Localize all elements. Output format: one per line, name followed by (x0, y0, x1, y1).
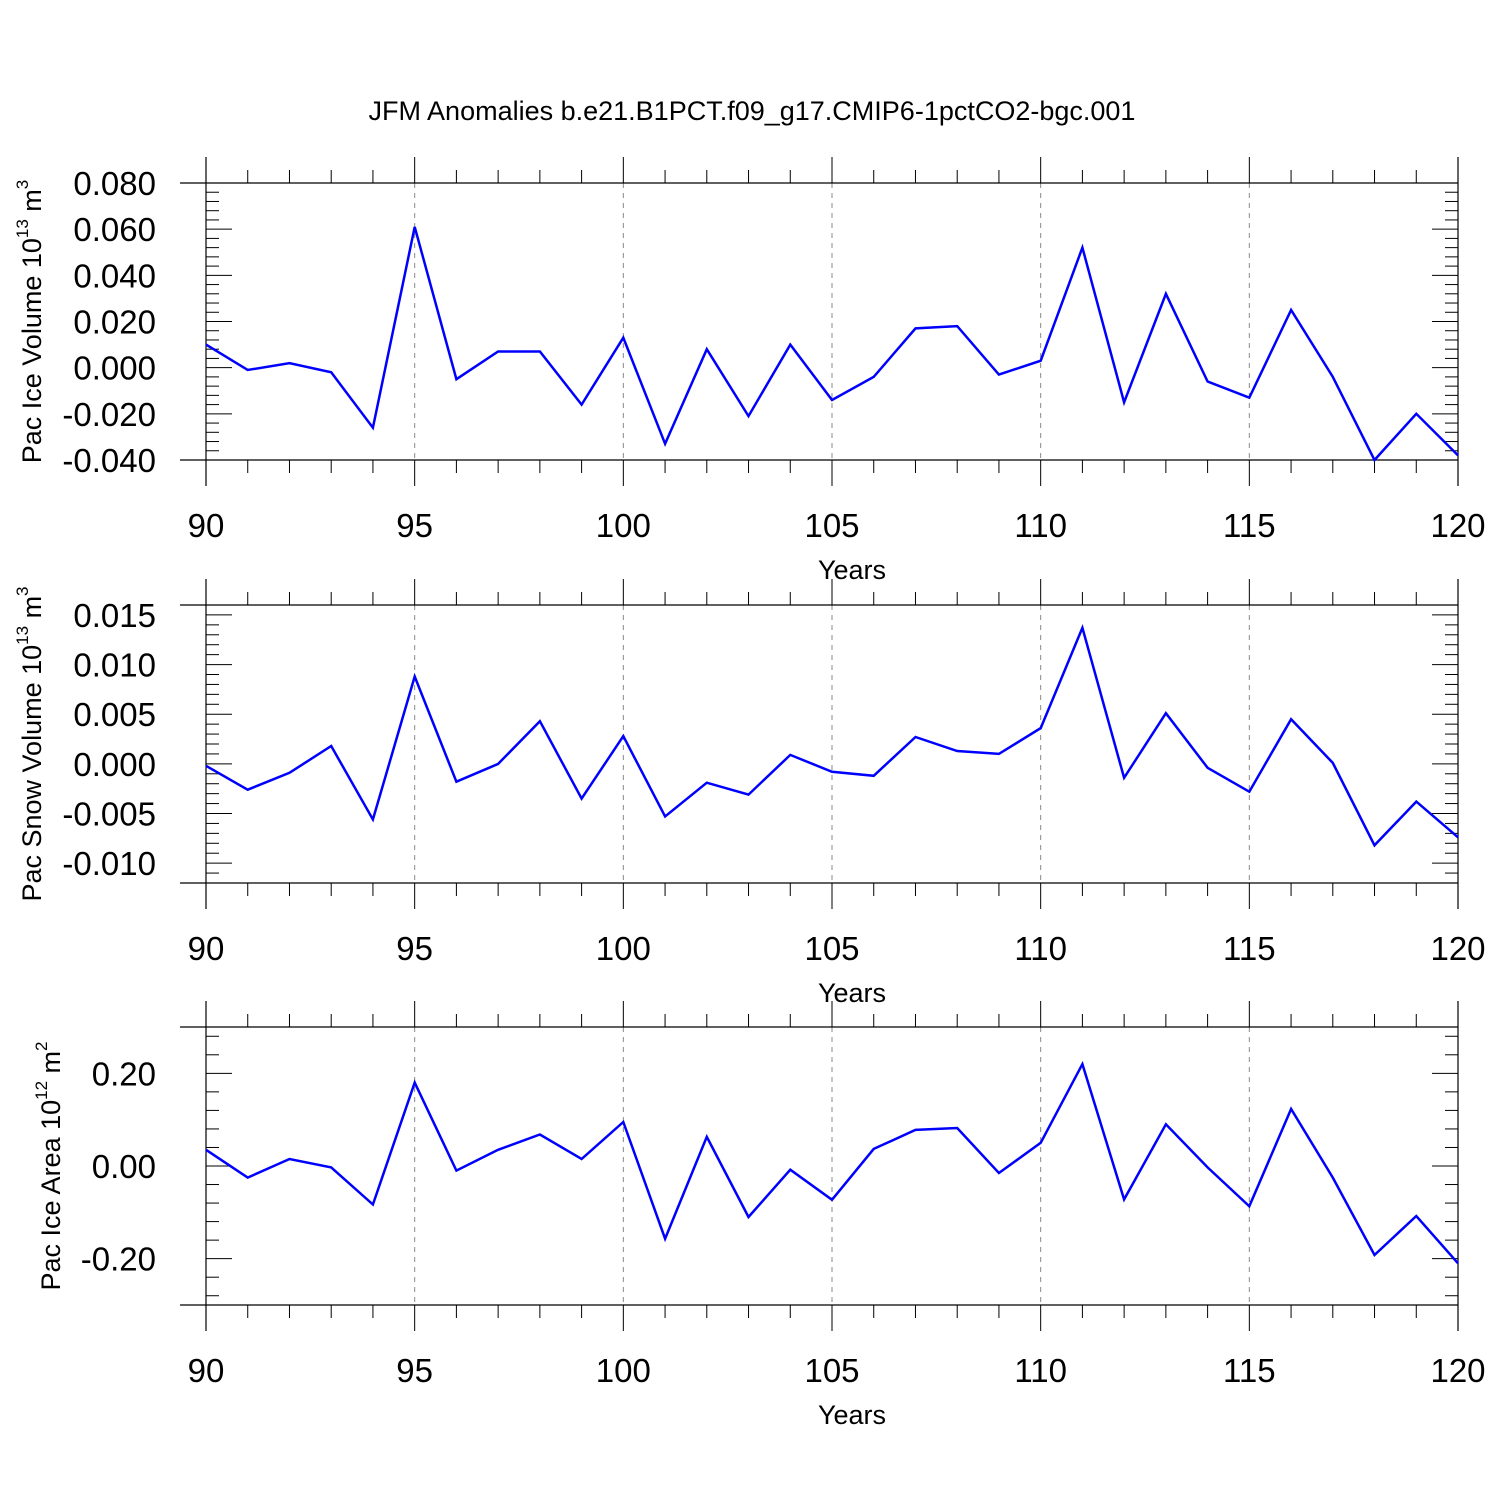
y-axis-label: Pac Ice Area 1012 m2 (32, 1041, 66, 1290)
x-tick-label: 100 (596, 930, 651, 967)
y-tick-label: -0.040 (62, 442, 156, 479)
y-tick-label: 0.000 (73, 350, 156, 387)
y-tick-label: 0.010 (73, 647, 156, 684)
y-tick-label: 0.015 (73, 597, 156, 634)
x-tick-label: 90 (188, 930, 225, 967)
x-tick-label: 120 (1430, 507, 1485, 544)
y-axis-label-unit-exponent: 3 (13, 586, 32, 595)
x-tick-label: 110 (1014, 1352, 1067, 1389)
y-tick-label: 0.080 (73, 165, 156, 202)
y-axis-label-text: Pac Snow Volume 10 (17, 645, 47, 902)
y-axis-label-unit: m (36, 1051, 66, 1081)
x-tick-label: 115 (1223, 507, 1276, 544)
figure-title: JFM Anomalies b.e21.B1PCT.f09_g17.CMIP6-… (369, 96, 1136, 126)
panel-2: -0.010 -0.005 0.000 0.005 0.010 0.015 90 95 100 1… (13, 579, 1486, 1008)
y-tick-label: 0.20 (92, 1055, 156, 1092)
x-tick-label: 115 (1223, 930, 1276, 967)
x-tick-label: 100 (596, 507, 651, 544)
x-tick-label: 110 (1014, 930, 1067, 967)
x-tick-label: 90 (188, 1352, 225, 1389)
y-tick-label: -0.20 (81, 1241, 156, 1278)
x-tick-label: 95 (396, 507, 433, 544)
x-tick-label: 120 (1430, 1352, 1485, 1389)
y-axis-label-unit: m (17, 596, 47, 626)
x-tick-label: 105 (804, 1352, 859, 1389)
x-tick-label: 100 (596, 1352, 651, 1389)
series-line (205, 623, 1459, 848)
chart-panels: -0.040 -0.020 0.000 0.020 0.040 0.060 0.080 90 9… (13, 157, 1486, 1430)
y-tick-label: -0.020 (62, 396, 156, 433)
panel-3: -0.20 0.00 0.20 90 95 100 105 110 115 120 Years Pac… (32, 1001, 1486, 1430)
y-tick-label: 0.005 (73, 696, 156, 733)
x-tick-label: 120 (1430, 930, 1485, 967)
y-axis-label-text: Pac Ice Area 10 (36, 1100, 66, 1291)
y-axis-label: Pac Ice Volume 1013 m3 (13, 180, 47, 464)
x-axis-label: Years (818, 1400, 886, 1430)
y-axis-label-exponent: 13 (13, 219, 32, 238)
y-tick-label: -0.010 (62, 845, 156, 882)
x-axis-label: Years (818, 978, 886, 1008)
y-tick-label: -0.005 (62, 796, 156, 833)
y-tick-label: 0.000 (73, 746, 156, 783)
x-tick-label: 105 (804, 507, 859, 544)
y-axis-label-unit: m (17, 189, 47, 219)
y-axis-label-exponent: 12 (32, 1081, 51, 1100)
y-tick-label: 0.040 (73, 257, 156, 294)
x-axis-label: Years (818, 555, 886, 585)
x-tick-label: 95 (396, 1352, 433, 1389)
x-tick-label: 110 (1014, 507, 1067, 544)
y-axis-label-unit-exponent: 2 (32, 1041, 51, 1050)
y-tick-label: 0.00 (92, 1148, 156, 1185)
series-line (205, 1060, 1459, 1265)
y-tick-label: 0.060 (73, 211, 156, 248)
y-axis-label-exponent: 13 (13, 626, 32, 645)
y-tick-label: 0.020 (73, 304, 156, 341)
x-tick-label: 90 (188, 507, 225, 544)
y-axis-label-text: Pac Ice Volume 10 (17, 238, 47, 463)
x-tick-label: 115 (1223, 1352, 1276, 1389)
y-axis-label: Pac Snow Volume 1013 m3 (13, 586, 47, 901)
series-line (205, 226, 1459, 463)
x-tick-label: 105 (804, 930, 859, 967)
x-tick-label: 95 (396, 930, 433, 967)
panel-1: -0.040 -0.020 0.000 0.020 0.040 0.060 0.080 90 9… (13, 157, 1486, 585)
y-axis-label-unit-exponent: 3 (13, 180, 32, 189)
